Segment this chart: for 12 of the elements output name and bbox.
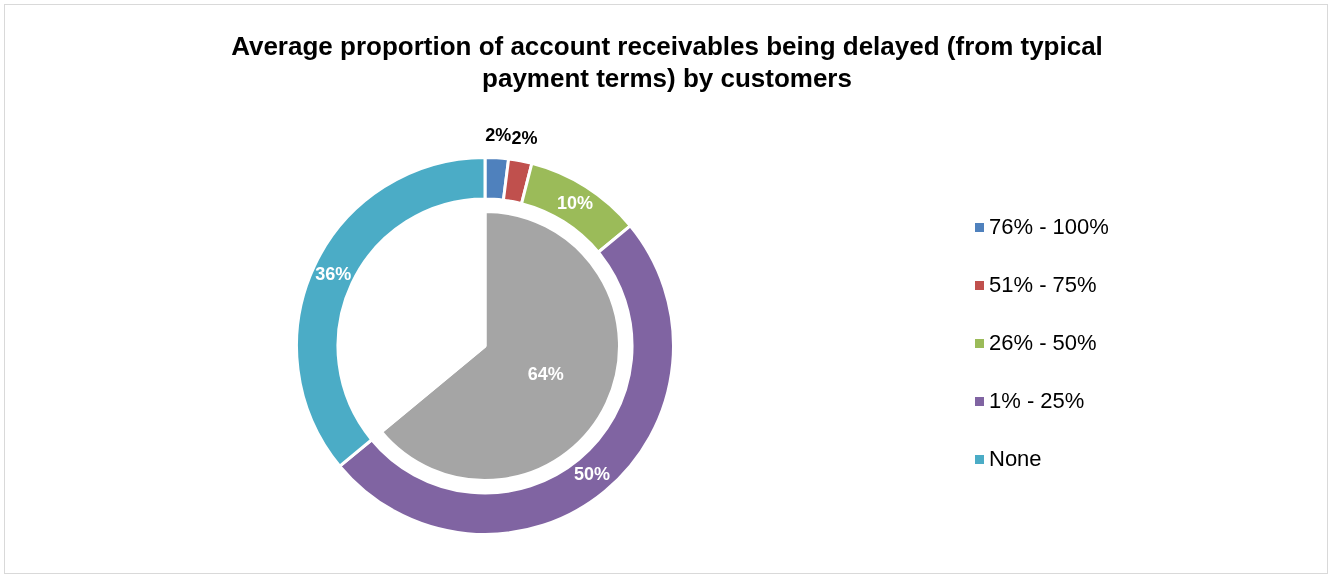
data-label: 50%	[573, 464, 610, 485]
legend-label: 1% - 25%	[989, 388, 1085, 414]
data-label: 2%	[485, 124, 512, 145]
legend-label: 26% - 50%	[989, 330, 1097, 356]
legend-label: 51% - 75%	[989, 272, 1097, 298]
chart-title: Average proportion of account receivables being delayed (from typical payment terms) by customers	[230, 30, 1104, 94]
legend-label: 76% - 100%	[989, 214, 1109, 240]
data-label: 64%	[527, 363, 564, 384]
data-label: 2%	[511, 128, 538, 149]
legend-label: None	[989, 446, 1042, 472]
data-label: 10%	[556, 193, 593, 214]
data-label: 36%	[315, 263, 352, 284]
